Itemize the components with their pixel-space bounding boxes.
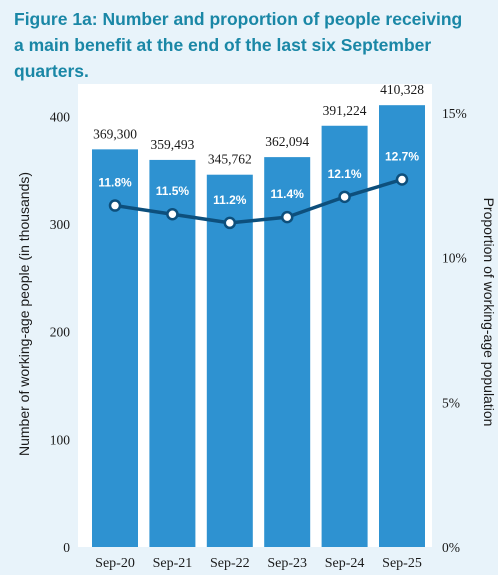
left-axis-ticks: 0 100 200 300 400 (50, 109, 71, 555)
proportion-line-path (113, 177, 404, 225)
left-tick-label: 100 (50, 432, 71, 447)
bar (206, 174, 253, 548)
left-tick-label: 0 (63, 540, 70, 555)
right-axis-ticks: 0% 5% 10% 15% (442, 106, 467, 555)
category-label: Sep-20 (95, 556, 135, 571)
proportion-point (108, 199, 122, 212)
proportion-labels: 11.8% 11.5% 11.2% 11.4% 12.1% 12.7% (98, 149, 419, 206)
right-tick-label: 10% (442, 251, 467, 266)
category-label: Sep-22 (210, 556, 250, 571)
proportion-label: 12.1% (328, 167, 362, 181)
proportion-label: 11.8% (98, 176, 132, 190)
proportion-point (338, 190, 351, 204)
left-tick-label: 400 (50, 109, 71, 124)
bar-value-label: 359,493 (150, 137, 194, 152)
bar (321, 125, 368, 547)
proportion-point (280, 210, 294, 224)
figure-title: Figure 1a: Number and proportion of peop… (14, 6, 484, 84)
bar-value-label: 369,300 (93, 126, 137, 141)
category-label: Sep-24 (325, 556, 365, 571)
left-tick-label: 200 (50, 325, 71, 340)
bar-value-label: 391,224 (323, 103, 367, 118)
bar-value-label: 410,328 (380, 82, 424, 97)
category-labels: Sep-20 Sep-21 Sep-22 Sep-23 Sep-24 Sep-25 (95, 556, 422, 571)
right-tick-label: 15% (442, 106, 467, 121)
title-line: a main benefit at the end of the last si… (14, 35, 432, 55)
bar-value-label: 362,094 (265, 134, 309, 149)
proportion-label: 11.2% (213, 193, 247, 207)
category-label: Sep-25 (382, 556, 422, 571)
left-tick-label: 300 (50, 217, 71, 232)
proportion-point (223, 216, 237, 230)
bar (92, 149, 138, 547)
bar (149, 159, 196, 547)
proportion-point (166, 207, 179, 221)
bar (379, 105, 425, 548)
left-axis-title: Number of working-age people (in thousan… (16, 172, 32, 456)
title-line: quarters. (14, 61, 89, 81)
bar-value-labels: 369,300 359,493 345,762 362,094 391,224 410,3… (93, 82, 424, 167)
proportion-point (395, 173, 409, 186)
proportion-line (108, 173, 409, 230)
right-tick-label: 0% (442, 540, 460, 555)
proportion-label: 11.5% (156, 184, 190, 198)
proportion-label: 12.7% (385, 149, 419, 163)
bar-value-label: 345,762 (208, 152, 252, 167)
bars (92, 105, 425, 548)
right-axis-title: Proportion of working-age population (481, 198, 497, 427)
category-label: Sep-23 (267, 556, 307, 571)
title-line: Figure 1a: Number and proportion of peop… (14, 9, 463, 29)
category-label: Sep-21 (153, 556, 193, 571)
right-tick-label: 5% (442, 395, 460, 410)
proportion-label: 11.4% (271, 187, 305, 201)
